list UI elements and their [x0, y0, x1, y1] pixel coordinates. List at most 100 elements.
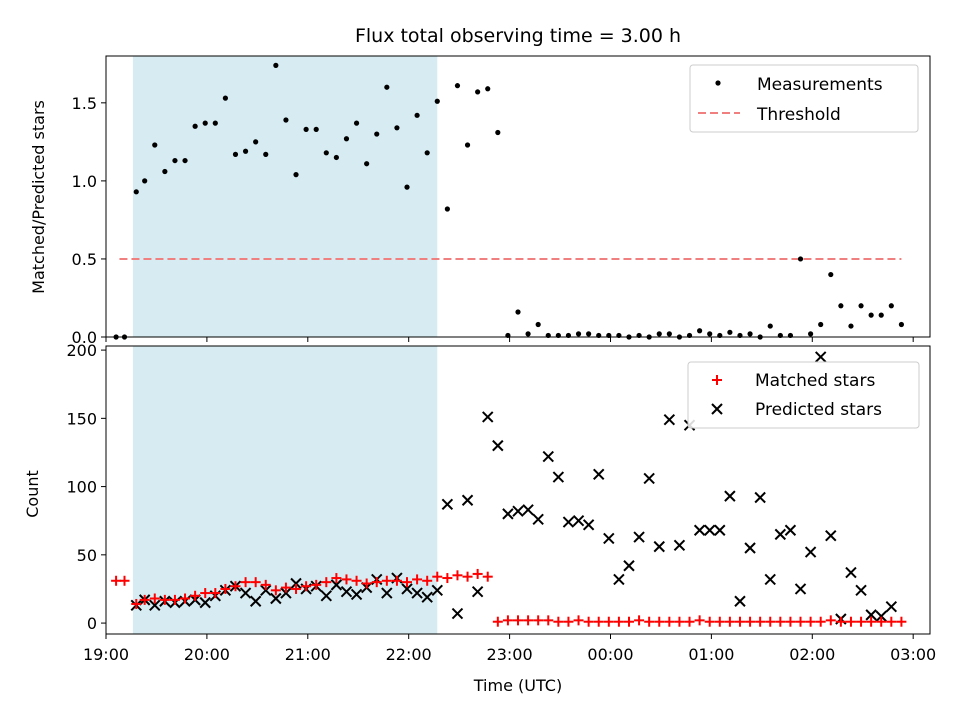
legend-matched-label: Matched stars [755, 371, 875, 391]
predicted-star-markers [130, 351, 898, 625]
measurement-point [333, 154, 339, 161]
count-legend: Matched stars Predicted stars [687, 361, 920, 429]
legend-predicted-marker [711, 403, 723, 415]
measurement-point [878, 312, 884, 318]
measurement-point [192, 123, 198, 129]
measurement-point [495, 129, 501, 136]
measurement-point [586, 331, 592, 337]
predicted-star-point [825, 530, 837, 542]
ratio-legend: Measurements Threshold [689, 64, 919, 133]
matched-star-point [180, 593, 191, 604]
predicted-star-point [875, 610, 887, 622]
measurement-point [283, 117, 289, 123]
matched-star-point [119, 575, 130, 586]
measurement-point [808, 331, 814, 337]
measurement-point [848, 323, 854, 329]
predicted-star-point [865, 609, 877, 621]
matched-star-point [684, 616, 695, 627]
ratio-y-ticks: 0.0 0.5 1.0 1.5 [72, 94, 106, 347]
x-tick-label: 19:00 [83, 645, 129, 664]
x-axis-label: Time (UTC) [473, 676, 562, 695]
x-tick-label: 03:00 [890, 645, 936, 664]
count-legend-box [687, 361, 920, 429]
predicted-star-point [855, 584, 867, 597]
matched-star-point [513, 615, 523, 626]
matched-star-point [452, 570, 463, 581]
measurement-point [374, 131, 380, 137]
measurement-point [394, 125, 400, 131]
predicted-star-point [270, 592, 282, 605]
figure-title: Flux total observing time = 3.00 h [355, 25, 681, 47]
matched-star-point [220, 583, 231, 594]
measurement-point [838, 303, 844, 309]
predicted-star-point [330, 579, 343, 591]
matched-star-point [131, 598, 142, 609]
matched-star-point [159, 594, 170, 605]
legend-threshold-label: Threshold [756, 105, 841, 125]
predicted-star-point [582, 519, 595, 531]
measurement-point [727, 329, 733, 335]
matched-star-point [240, 577, 251, 588]
predicted-star-point [744, 542, 756, 554]
ratio-panel: 0.0 0.5 1.0 1.5 Matched/Predicted stars Mea… [29, 55, 931, 347]
ratio-y-tick-label: 0.0 [72, 328, 97, 347]
matched-star-point [664, 616, 675, 627]
predicted-star-point [784, 524, 797, 536]
matched-star-point [442, 573, 453, 584]
x-tick-label: 22:00 [386, 645, 432, 664]
matched-star-point [502, 615, 513, 626]
measurement-point [707, 331, 713, 337]
predicted-star-point [532, 513, 544, 526]
measurement-point [888, 303, 894, 309]
measurement-point [253, 139, 259, 145]
predicted-star-point [421, 591, 433, 603]
predicted-star-point [199, 596, 211, 609]
matched-star-point [593, 616, 604, 627]
measurement-point [202, 120, 208, 126]
legend-predicted-cross [711, 403, 723, 415]
matched-star-point [391, 575, 402, 586]
predicted-star-point [613, 573, 625, 586]
measurement-point [464, 142, 471, 148]
predicted-star-point [572, 515, 585, 527]
predicted-star-point [633, 531, 645, 543]
matched-star-point [523, 615, 534, 626]
measurement-point [222, 95, 228, 101]
measurement-point [232, 151, 239, 157]
matched-star-point [714, 616, 725, 627]
count-y-tick-label: 50 [77, 546, 97, 565]
measurement-point [273, 62, 279, 68]
matched-star-point [795, 616, 806, 627]
x-tick-label: 20:00 [184, 645, 230, 664]
matched-star-point [674, 616, 685, 627]
matched-star-point [169, 594, 180, 605]
matched-star-point [856, 616, 867, 627]
matched-star-point [694, 615, 705, 626]
ratio-axes-frame [105, 55, 931, 338]
measurement-point [172, 157, 178, 164]
matched-star-point [139, 594, 150, 605]
ratio-y-tick-label: 1.5 [72, 94, 97, 113]
x-tick-label: 00:00 [587, 645, 633, 664]
measurement-point [404, 184, 410, 190]
matched-star-point [472, 568, 483, 579]
count-y-ticks: 0 50 100 150 200 [66, 341, 106, 633]
predicted-star-point [280, 587, 292, 599]
predicted-star-point [603, 532, 615, 545]
matched-star-point [321, 577, 332, 588]
matched-star-point [563, 616, 574, 627]
matched-star-point [432, 571, 443, 582]
matched-star-markers [111, 568, 907, 627]
x-tick-label: 21:00 [285, 645, 331, 664]
predicted-star-point [623, 560, 635, 572]
predicted-star-point [643, 472, 655, 485]
ratio-observing-span [132, 56, 438, 337]
predicted-star-point [249, 595, 262, 607]
matched-star-point [704, 616, 715, 627]
measurement-point [515, 309, 521, 315]
count-y-axis-label: Count [23, 470, 42, 518]
predicted-star-point [492, 439, 504, 452]
predicted-star-point [431, 584, 443, 597]
matched-star-point [341, 574, 352, 585]
